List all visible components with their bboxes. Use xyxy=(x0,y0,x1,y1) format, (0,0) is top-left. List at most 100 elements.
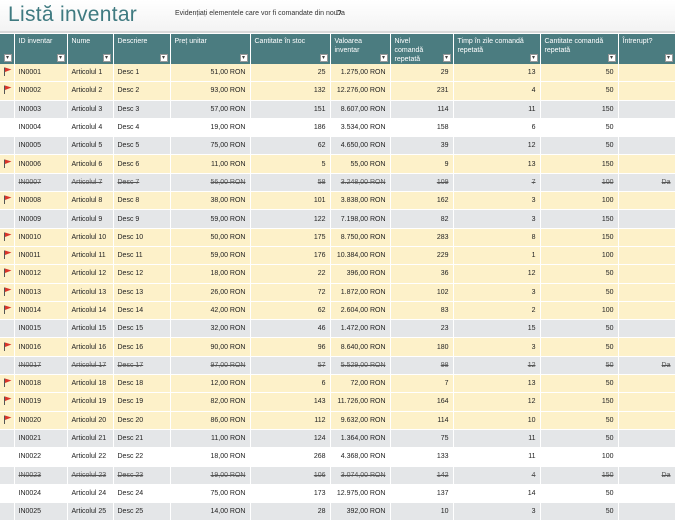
cell-text: 82,00 RON xyxy=(210,398,246,406)
header-text: Timp în zile comandă repetată xyxy=(457,38,524,54)
table-cell: 75,00 RON xyxy=(170,484,251,504)
table-cell: 142 xyxy=(390,466,454,485)
table-cell: Articolul 17 xyxy=(67,356,114,376)
cell-text: Desc 15 xyxy=(117,325,144,333)
cell-text: 150 xyxy=(601,215,614,223)
cell-text: Desc 25 xyxy=(117,508,144,516)
cell-text: 392,00 RON xyxy=(346,508,386,516)
cell-text: 122 xyxy=(313,215,326,223)
table-cell: 150 xyxy=(540,466,619,485)
filter-button[interactable]: ▾ xyxy=(664,54,673,62)
cell-text: IN0005 xyxy=(18,142,42,150)
cell-text: 11,00 RON xyxy=(211,435,246,443)
cell-text: 150 xyxy=(601,160,614,168)
cell-text: Articolul 18 xyxy=(71,380,107,388)
table-cell: 19,00 RON xyxy=(170,118,251,138)
table-row: IN0012 Articolul 12 Desc 12 18,00 RON 22 396,… xyxy=(0,264,675,284)
table-row: IN0006 Articolul 6 Desc 6 11,00 RON 5 55,00 R… xyxy=(0,154,675,174)
filter-button[interactable]: ▾ xyxy=(56,54,65,62)
flag-cell xyxy=(0,301,15,321)
filter-button[interactable]: ▾ xyxy=(102,54,111,62)
table-cell: Articolul 5 xyxy=(67,136,114,156)
table-cell: IN0010 xyxy=(14,228,68,247)
table-row: IN0025 Articolul 25 Desc 25 14,00 RON 28 392,… xyxy=(0,502,675,521)
table-cell: 1.275,00 RON xyxy=(330,64,391,83)
cell-text: 3 xyxy=(531,197,536,205)
table-cell: 186 xyxy=(250,118,331,138)
cell-text: Desc 13 xyxy=(117,288,144,296)
table-cell: 150 xyxy=(540,228,619,247)
table-cell: 6 xyxy=(453,118,541,138)
flag-cell xyxy=(0,173,15,193)
table-cell: 3 xyxy=(453,283,541,302)
table-cell: 82 xyxy=(390,209,454,229)
cell-text: Desc 2 xyxy=(117,87,140,95)
filter-button[interactable]: ▾ xyxy=(239,54,248,62)
cell-text: Desc 8 xyxy=(117,197,140,205)
table-cell: IN0007 xyxy=(14,173,68,193)
column-header: Preț unitar ▾ xyxy=(170,34,251,64)
cell-text: Desc 16 xyxy=(117,343,144,351)
cell-text: 10.384,00 RON xyxy=(336,252,386,260)
cell-text: IN0012 xyxy=(18,270,42,278)
cell-text: 62 xyxy=(317,307,326,314)
filter-button[interactable]: ▾ xyxy=(529,54,538,62)
table-row: IN0011 Articolul 11 Desc 11 59,00 RON 176 10.… xyxy=(0,246,675,266)
cell-text: Articolul 19 xyxy=(71,398,107,406)
reorder-flag xyxy=(4,85,12,95)
table-cell: IN0019 xyxy=(14,392,68,412)
table-cell: Desc 2 xyxy=(113,81,171,101)
header-text: Nume xyxy=(71,38,91,45)
filter-button[interactable]: ▾ xyxy=(319,54,328,62)
table-cell: Articolul 12 xyxy=(67,264,114,284)
cell-text: Desc 7 xyxy=(117,178,140,186)
cell-text: 96 xyxy=(317,343,326,351)
table-cell: Articolul 8 xyxy=(67,191,114,211)
table-cell xyxy=(618,319,675,339)
filter-button[interactable]: ▾ xyxy=(3,54,12,62)
cell-text: Desc 18 xyxy=(117,380,144,388)
table-cell: IN0005 xyxy=(14,136,68,156)
cell-text: 164 xyxy=(436,398,449,406)
table-cell: 13 xyxy=(453,154,541,174)
reorder-flag xyxy=(4,287,12,296)
table-cell: IN0004 xyxy=(14,118,68,138)
cell-text: 133 xyxy=(436,453,449,461)
header-text: Preț unitar xyxy=(174,38,207,45)
cell-text: 50 xyxy=(605,343,614,351)
table-cell: 1.364,00 RON xyxy=(330,429,391,449)
cell-text: 50 xyxy=(605,69,614,77)
table-cell: Desc 19 xyxy=(113,392,171,412)
highlight-answer[interactable]: Da xyxy=(336,10,345,17)
cell-text: 150 xyxy=(601,398,614,406)
cell-text: 12 xyxy=(527,361,536,369)
cell-text: IN0003 xyxy=(18,105,42,113)
cell-text: Articolul 9 xyxy=(71,215,103,223)
cell-text: IN0015 xyxy=(18,325,42,333)
table-cell xyxy=(618,392,675,412)
table-cell: 150 xyxy=(540,154,619,174)
filter-button[interactable]: ▾ xyxy=(607,54,616,62)
cell-text: Articolul 17 xyxy=(71,361,107,369)
table-cell xyxy=(618,429,675,449)
table-cell: 162 xyxy=(390,191,454,211)
cell-text: 13 xyxy=(527,160,536,168)
cell-text: 12,00 RON xyxy=(210,380,246,388)
table-cell: 5 xyxy=(250,154,331,174)
table-row: IN0008 Articolul 8 Desc 8 38,00 RON 101 3.838… xyxy=(0,191,675,211)
header-text: Valoarea inventar xyxy=(334,38,363,54)
table-cell: 50 xyxy=(540,356,619,376)
table-cell: 23 xyxy=(390,319,454,339)
table-cell: IN0003 xyxy=(14,100,68,119)
table-cell: 122 xyxy=(250,209,331,229)
cell-text: Desc 19 xyxy=(117,398,144,406)
table-cell: 11.726,00 RON xyxy=(330,392,391,412)
cell-text: 4 xyxy=(531,471,536,479)
filter-button[interactable]: ▾ xyxy=(442,54,451,62)
table-cell: 51,00 RON xyxy=(170,64,251,83)
filter-button[interactable]: ▾ xyxy=(379,54,388,62)
filter-button[interactable]: ▾ xyxy=(159,54,168,62)
table-cell: 1 xyxy=(453,246,541,266)
table-cell xyxy=(618,191,675,211)
